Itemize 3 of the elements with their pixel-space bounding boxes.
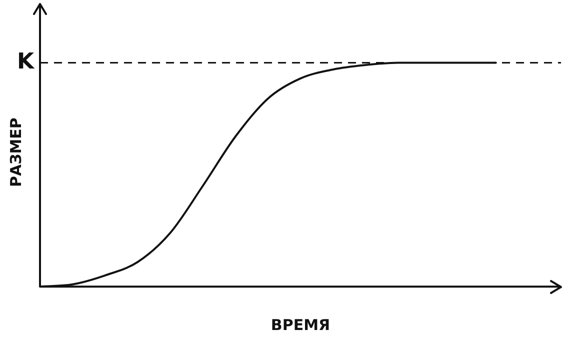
ref-line-label: K: [16, 49, 35, 74]
x-axis-title: ВРЕМЯ: [270, 316, 330, 334]
y-axis-title: РАЗМЕР: [6, 118, 25, 188]
